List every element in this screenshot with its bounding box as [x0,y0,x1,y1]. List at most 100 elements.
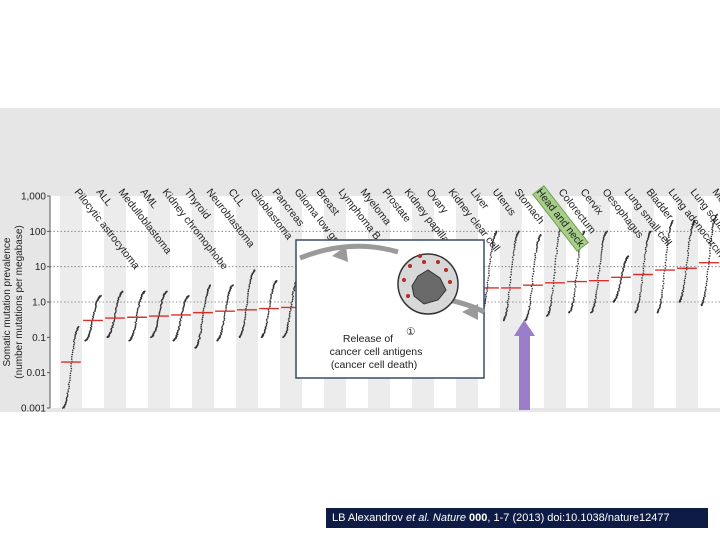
data-point [709,247,711,249]
data-point [596,288,598,290]
data-point [222,320,225,323]
data-point [532,270,535,273]
data-point [267,309,270,311]
data-point [597,281,599,284]
data-point [572,301,575,304]
data-point [557,232,560,234]
data-point [621,274,623,277]
data-point [532,268,535,270]
data-point [528,305,530,308]
data-point [705,284,708,287]
data-point [639,293,641,296]
data-point [557,238,559,241]
data-point [99,295,101,297]
dying-cell-nucleus [411,269,447,305]
data-point [688,243,690,246]
data-point [157,318,159,320]
data-point [163,293,165,295]
data-point [200,330,203,333]
data-point [710,235,713,238]
data-point [198,334,201,337]
data-point [290,303,293,306]
data-point [619,282,622,285]
data-point [222,323,225,326]
data-point [575,272,578,274]
data-point [710,240,713,242]
data-point [622,267,624,270]
data-point [530,292,532,295]
data-point [74,337,76,340]
data-point [627,255,629,257]
data-point [687,241,690,244]
data-point [244,318,246,321]
data-point [77,325,80,328]
data-point [113,314,116,316]
data-point [550,296,553,298]
data-point [509,276,512,279]
data-point [554,260,557,263]
data-point [667,233,670,235]
data-point [490,252,492,254]
data-point [662,285,664,287]
data-point [245,305,248,308]
data-point [597,272,600,274]
data-point [248,285,251,288]
data-point [573,298,575,301]
citation-rest: , 1-7 (2013) doi:10.1038/nature12477 [487,512,670,524]
data-point [600,258,602,261]
data-point [267,313,270,316]
data-point [642,267,645,270]
data-point [488,274,490,277]
data-point [178,325,180,328]
data-point [685,273,687,275]
data-point [687,245,690,248]
data-point [137,307,139,310]
data-point [73,342,76,344]
data-point [288,320,290,323]
data-point [220,329,223,332]
data-point [266,320,268,322]
data-point [69,377,71,379]
data-point [547,311,550,313]
data-point [202,314,204,317]
data-point [553,274,555,277]
data-point [488,269,490,272]
data-point [664,261,667,264]
data-point [66,395,69,398]
data-point [672,219,674,222]
data-point [223,314,226,317]
data-point [69,374,72,377]
data-point [159,307,162,310]
data-point [135,314,138,317]
data-point [665,256,667,259]
data-point [643,265,645,267]
data-point [68,387,70,390]
data-point [488,267,490,270]
data-point [205,296,207,299]
data-point [135,323,137,325]
data-point [661,293,663,296]
data-point [622,269,625,272]
data-point [667,242,669,244]
category-highlight-box [532,185,589,252]
data-point [529,298,531,301]
data-point [578,256,580,258]
data-point [707,268,709,271]
y-tick-label: 1,000 [21,192,46,203]
data-point [573,293,575,296]
data-point [490,256,493,258]
data-point [507,305,509,307]
data-point [661,295,663,297]
data-point [573,300,575,302]
data-point [66,392,68,395]
data-point [267,317,269,319]
data-point [68,381,71,384]
data-point [535,247,538,250]
data-point [666,238,669,240]
data-point [249,281,251,283]
data-point [683,283,686,285]
data-point [686,259,689,261]
data-point [690,230,693,232]
data-point [197,339,200,341]
data-point [200,328,203,331]
